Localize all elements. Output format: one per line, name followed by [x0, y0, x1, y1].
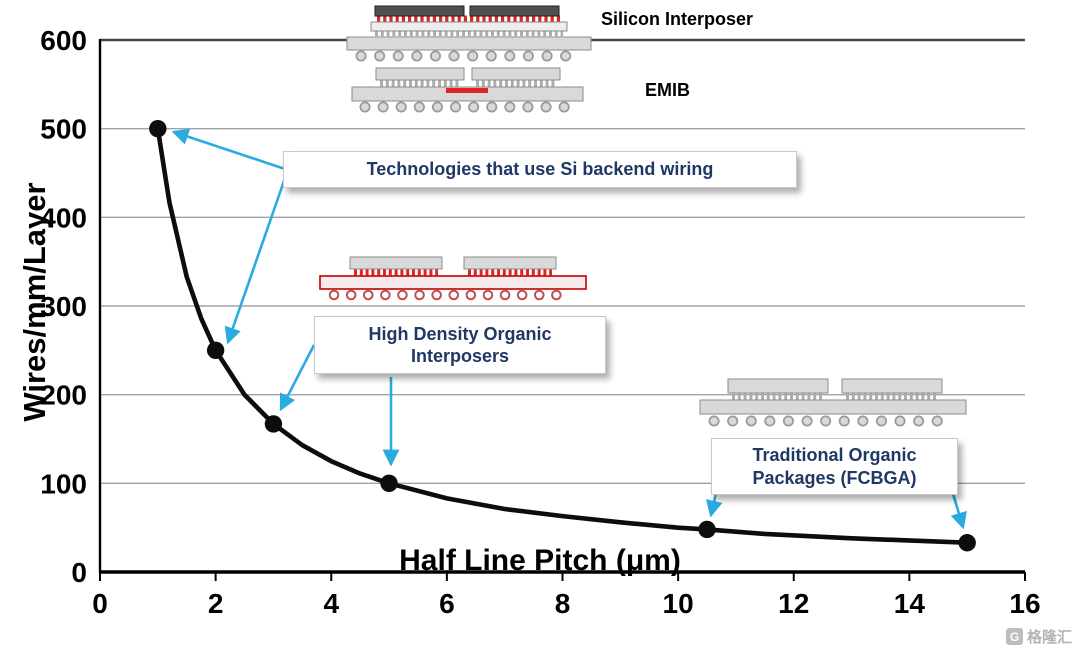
x-tick-label: 0 — [92, 588, 108, 619]
data-point — [206, 341, 225, 360]
callout-fcbga: Traditional Organic Packages (FCBGA) — [711, 438, 958, 495]
y-tick-label: 100 — [40, 468, 87, 499]
y-tick-label: 400 — [40, 202, 87, 233]
x-tick-label: 6 — [439, 588, 455, 619]
y-tick-label: 500 — [40, 114, 87, 145]
x-tick-label: 8 — [555, 588, 571, 619]
traditional-package-diagram — [699, 378, 967, 427]
x-tick-label: 16 — [1009, 588, 1040, 619]
y-axis-title: Wires/mm/Layer — [17, 182, 52, 422]
y-tick-label: 200 — [40, 380, 87, 411]
emib-label: EMIB — [645, 80, 690, 100]
callout-hdo: High Density Organic Interposers — [314, 316, 606, 374]
x-tick-label: 10 — [663, 588, 694, 619]
annotation-arrow — [279, 344, 316, 412]
y-tick-label: 600 — [40, 25, 87, 56]
data-point — [958, 534, 976, 552]
data-point — [380, 474, 398, 493]
x-tick-label: 2 — [208, 588, 224, 619]
watermark: G 格隆汇 — [1005, 626, 1072, 647]
silicon-interposer-label: Silicon Interposer — [601, 9, 754, 29]
hdo-interposer-diagram — [319, 256, 587, 301]
y-tick-label: 300 — [40, 291, 87, 322]
plot-generated-layer: 0 100 200 300 400 500 600 0 2 4 6 8 10 12 14 16 — [40, 25, 1040, 619]
data-point — [264, 415, 283, 433]
annotation-arrow — [171, 128, 289, 172]
x-tick-label: 4 — [323, 588, 339, 619]
callout-si-backend: Technologies that use Si backend wiring — [283, 151, 797, 188]
annotation-arrow — [224, 180, 286, 345]
x-tick-label: 12 — [778, 588, 809, 619]
x-tick-label: 14 — [894, 588, 926, 619]
silicon-interposer-diagram — [346, 5, 592, 62]
emib-diagram — [351, 67, 584, 113]
watermark-logo-icon: G — [1005, 628, 1023, 645]
y-tick-label: 0 — [71, 557, 87, 588]
x-axis-title: Half Line Pitch (μm) — [399, 544, 681, 577]
data-point — [698, 520, 716, 539]
watermark-text: 格隆汇 — [1026, 629, 1072, 646]
data-point — [149, 119, 167, 138]
